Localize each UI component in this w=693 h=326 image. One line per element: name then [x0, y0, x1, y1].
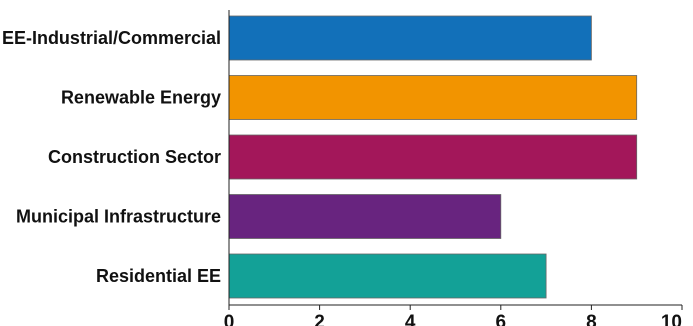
bar-renewable-energy	[228, 75, 638, 120]
bars-group	[228, 15, 638, 299]
x-axis-ticks: 0 2 4 6 8 10	[224, 305, 683, 326]
category-label-ee-industrial-commercial: EE-Industrial/Commercial	[2, 28, 221, 48]
category-label-construction-sector: Construction Sector	[48, 147, 221, 167]
bar-residential-ee	[228, 253, 547, 299]
x-tick-label-10: 10	[661, 312, 682, 326]
bar-municipal-infrastructure	[228, 194, 502, 239]
bar-construction-sector	[228, 134, 638, 180]
x-tick-label-4: 4	[405, 312, 416, 326]
category-labels: EE-Industrial/Commercial Renewable Energy…	[2, 28, 221, 286]
category-label-residential-ee: Residential EE	[96, 266, 221, 286]
x-tick-label-8: 8	[586, 312, 597, 326]
category-label-renewable-energy: Renewable Energy	[61, 88, 221, 108]
category-label-municipal-infrastructure: Municipal Infrastructure	[16, 207, 221, 227]
x-tick-label-0: 0	[224, 312, 235, 326]
bar-ee-industrial-commercial	[228, 15, 592, 61]
x-tick-label-2: 2	[314, 312, 325, 326]
x-tick-label-6: 6	[496, 312, 507, 326]
